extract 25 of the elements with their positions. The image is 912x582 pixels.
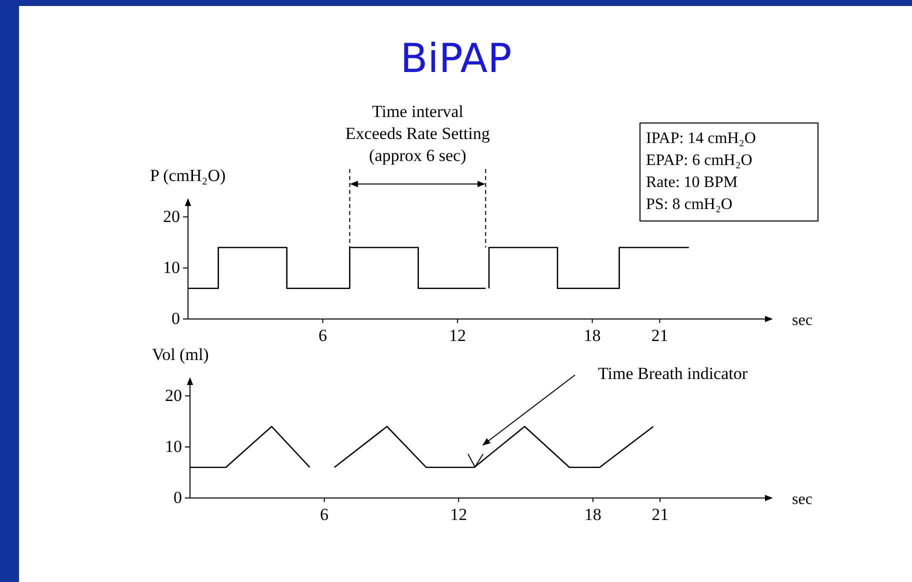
text: Rate: 10 BPM	[646, 174, 738, 191]
y-tick-label: 20	[163, 206, 180, 226]
x-tick-label: 18	[584, 326, 601, 345]
y-tick-label: 10	[165, 436, 182, 456]
x-axis-title: sec	[792, 312, 812, 329]
y-axis-title: P (cmH₂O)	[150, 166, 226, 185]
text: IPAP: 14 cmH₂O	[646, 130, 756, 147]
x-tick-label: 12	[450, 505, 468, 524]
y-tick-label: 0	[174, 488, 182, 507]
y-tick-label: 20	[165, 386, 182, 405]
x-tick-label: 21	[651, 326, 668, 345]
y-tick-label: 0	[172, 309, 180, 328]
x-tick-label: 6	[320, 505, 329, 524]
x-axis-title: sec	[792, 491, 812, 508]
annotation: Time Breath indicator	[598, 364, 748, 383]
x-tick-label: 18	[584, 505, 602, 524]
y-axis-title: Vol (ml)	[152, 345, 209, 364]
x-tick-label: 21	[652, 505, 669, 524]
chart-title: BiPAP	[400, 36, 512, 82]
text: Time interval Exceeds Rate Setting (approx 6 sec)	[345, 102, 490, 165]
y-tick-label: 10	[163, 258, 180, 277]
x-tick-label: 12	[449, 326, 466, 345]
text: EPAP: 6 cmH₂O	[646, 152, 752, 169]
annotation: PS: 8 cmH₂O	[646, 196, 732, 213]
x-tick-label: 6	[318, 326, 328, 345]
